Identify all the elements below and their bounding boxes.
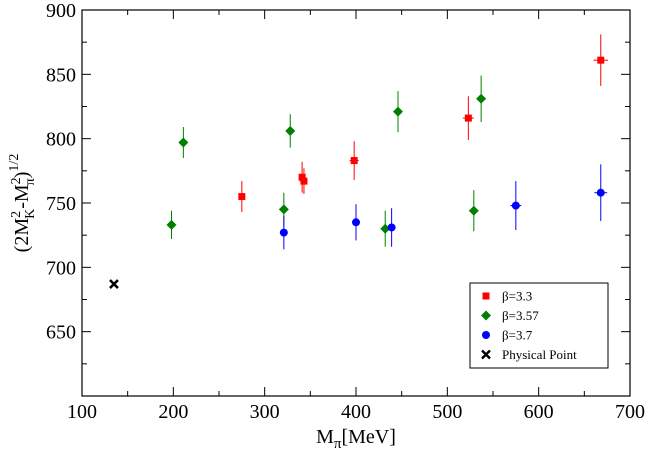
legend-box xyxy=(469,282,609,369)
data-point xyxy=(596,188,605,197)
x-tick-label: 500 xyxy=(432,401,462,423)
data-point xyxy=(109,279,119,289)
y-tick-label: 850 xyxy=(46,64,76,86)
y-tick-label: 700 xyxy=(46,257,76,279)
y-tick-label: 900 xyxy=(46,0,76,22)
data-point xyxy=(468,205,479,216)
x-tick-label: 400 xyxy=(341,401,371,423)
data-point xyxy=(476,93,487,104)
data-point xyxy=(298,173,306,181)
data-point xyxy=(285,125,296,136)
data-point xyxy=(380,223,391,234)
data-point xyxy=(279,228,288,237)
legend-marker xyxy=(481,310,491,321)
data-point xyxy=(178,137,189,148)
series-x xyxy=(109,279,119,289)
series-circle xyxy=(279,164,608,250)
data-point xyxy=(597,56,605,64)
data-point xyxy=(278,204,289,215)
series-square xyxy=(238,34,609,213)
y-tick-label: 800 xyxy=(46,129,76,151)
x-tick-label: 100 xyxy=(67,401,97,423)
data-points xyxy=(109,34,609,289)
data-point xyxy=(300,177,308,185)
y-axis-label: (2M2K-M2π)1/2 xyxy=(7,154,38,253)
tick-labels: 100 200 300 400 500 600 700 650 700 750 800 850 900 xyxy=(46,0,645,423)
legend-label: β=3.3 xyxy=(502,289,532,304)
legend-marker xyxy=(482,292,490,300)
legend-marker xyxy=(481,349,491,360)
series-diamond xyxy=(166,75,487,247)
axis-ticks xyxy=(81,9,631,397)
x-axis-label: Mπ[MeV] xyxy=(316,426,396,452)
legend: β=3.3 β=3.57 β=3.7 Physical Point xyxy=(469,282,609,369)
y-tick-label: 650 xyxy=(46,322,76,344)
data-point xyxy=(166,219,177,230)
legend-label: Physical Point xyxy=(502,347,577,362)
y-tick-label: 750 xyxy=(46,193,76,215)
data-point xyxy=(511,201,520,210)
x-tick-label: 600 xyxy=(524,401,554,423)
x-tick-label: 700 xyxy=(615,401,645,423)
legend-marker xyxy=(482,331,490,339)
data-point xyxy=(238,193,246,201)
legend-label: β=3.7 xyxy=(502,328,533,343)
data-point xyxy=(464,114,472,122)
data-point xyxy=(387,223,396,232)
data-point xyxy=(350,157,358,165)
legend-label: β=3.57 xyxy=(502,308,539,323)
data-point xyxy=(352,218,360,227)
data-point xyxy=(393,106,404,117)
x-tick-label: 200 xyxy=(158,401,188,423)
x-tick-label: 300 xyxy=(250,401,280,423)
